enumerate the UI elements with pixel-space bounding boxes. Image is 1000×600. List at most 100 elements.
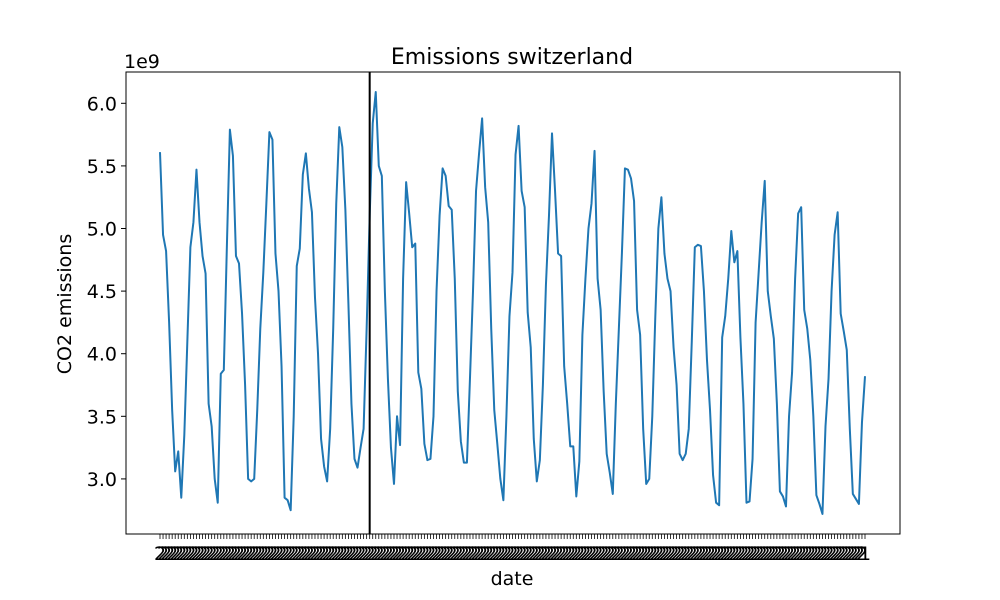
x-tick-label: 2 [689, 543, 701, 565]
x-tick-label: 2 [239, 543, 251, 565]
x-tick-label: 2 [537, 543, 549, 565]
x-tick-label: 2 [470, 543, 482, 565]
x-tick-label: 2 [564, 543, 576, 565]
x-tick-label: 2 [206, 543, 218, 565]
x-tick-label: 2 [391, 543, 403, 565]
x-tick-label: 2 [409, 543, 421, 565]
x-tick-label: 2 [461, 543, 473, 565]
x-tick-label: 2 [616, 543, 628, 565]
x-tick-label: 2 [607, 543, 619, 565]
x-tick-label: 2 [829, 543, 841, 565]
x-tick-label: 2 [227, 543, 239, 565]
x-tick-label: 2 [652, 543, 664, 565]
x-tick-label: 2 [601, 543, 613, 565]
x-tick-label: 2 [458, 543, 470, 565]
x-tick-label: 2 [592, 543, 604, 565]
x-tick-label: 2 [455, 543, 467, 565]
x-tick-label: 2 [464, 543, 476, 565]
x-tick-label: 2 [485, 543, 497, 565]
x-tick-label: 2 [382, 543, 394, 565]
x-tick-label: 2 [263, 543, 275, 565]
x-axis-tick-labels: 2222222222222222222222222222222222222222… [154, 543, 871, 565]
x-tick-label: 2 [440, 543, 452, 565]
x-tick-label: 2 [415, 543, 427, 565]
x-tick-label: 2 [260, 543, 272, 565]
x-tick-label: 2 [306, 543, 318, 565]
y-tick-label: 3.5 [87, 406, 117, 428]
y-tick-label: 6.0 [87, 93, 117, 115]
x-tick-label: 2 [430, 543, 442, 565]
x-tick-label: 2 [528, 543, 540, 565]
x-tick-label: 2 [671, 543, 683, 565]
x-tick-label: 2 [561, 543, 573, 565]
x-tick-label: 2 [373, 543, 385, 565]
x-tick-label: 2 [573, 543, 585, 565]
x-tick-label: 2 [701, 543, 713, 565]
x-tick-label: 2 [819, 543, 831, 565]
x-tick-label: 2 [351, 543, 363, 565]
x-tick-label: 2 [446, 543, 458, 565]
x-tick-label: 2 [300, 543, 312, 565]
x-tick-label: 2 [321, 543, 333, 565]
x-tick-label: 2 [370, 543, 382, 565]
x-tick-label: 2 [558, 543, 570, 565]
x-tick-label: 2 [807, 543, 819, 565]
x-tick-label: 2 [826, 543, 838, 565]
x-tick-label: 2 [291, 543, 303, 565]
x-tick-label: 2 [531, 543, 543, 565]
x-tick-label: 2 [771, 543, 783, 565]
x-tick-label: 2 [157, 543, 169, 565]
x-tick-label: 2 [200, 543, 212, 565]
x-tick-label: 2 [233, 543, 245, 565]
x-tick-label: 2 [534, 543, 546, 565]
x-tick-label: 2 [172, 543, 184, 565]
x-tick-label: 2 [683, 543, 695, 565]
x-tick-label: 2 [379, 543, 391, 565]
x-tick-label: 2 [400, 543, 412, 565]
x-tick-label: 2 [622, 543, 634, 565]
x-tick-label: 2 [516, 543, 528, 565]
x-tick-label: 2 [674, 543, 686, 565]
x-tick-label: 2 [203, 543, 215, 565]
x-tick-label: 2 [668, 543, 680, 565]
x-tick-label: 2 [254, 543, 266, 565]
x-tick-label: 2 [576, 543, 588, 565]
x-tick-label: 2 [500, 543, 512, 565]
x-tick-label: 2 [212, 543, 224, 565]
x-tick-label: 2 [816, 543, 828, 565]
x-tick-label: 2 [397, 543, 409, 565]
x-tick-label: 2 [497, 543, 509, 565]
x-tick-label: 2 [491, 543, 503, 565]
x-tick-label: 2 [756, 543, 768, 565]
x-tick-label: 2 [276, 543, 288, 565]
x-tick-label: 2 [209, 543, 221, 565]
x-tick-label: 2 [245, 543, 257, 565]
x-tick-label: 2 [661, 543, 673, 565]
x-tick-label: 2 [725, 543, 737, 565]
x-tick-label: 2 [427, 543, 439, 565]
x-tick-label: 2 [610, 543, 622, 565]
x-tick-label: 2 [467, 543, 479, 565]
x-tick-label: 2 [655, 543, 667, 565]
x-tick-label: 2 [406, 543, 418, 565]
x-tick-label: 2 [716, 543, 728, 565]
x-tick-label: 2 [640, 543, 652, 565]
x-tick-label: 2 [686, 543, 698, 565]
x-tick-label: 2 [482, 543, 494, 565]
x-tick-label: 2 [643, 543, 655, 565]
x-tick-label: 2 [285, 543, 297, 565]
x-tick-label: 2 [181, 543, 193, 565]
x-tick-label: 2 [856, 543, 868, 565]
x-tick-label: 2 [649, 543, 661, 565]
x-tick-label: 2 [680, 543, 692, 565]
x-tick-label: 2 [355, 543, 367, 565]
y-axis-label: CO2 emissions [54, 234, 76, 374]
x-tick-label: 2 [519, 543, 531, 565]
x-tick-label: 1 [859, 543, 871, 565]
x-tick-label: 2 [358, 543, 370, 565]
x-tick-label: 2 [598, 543, 610, 565]
x-tick-label: 2 [522, 543, 534, 565]
y-tick-label: 5.5 [87, 156, 117, 178]
x-tick-label: 2 [330, 543, 342, 565]
x-tick-label: 2 [585, 543, 597, 565]
